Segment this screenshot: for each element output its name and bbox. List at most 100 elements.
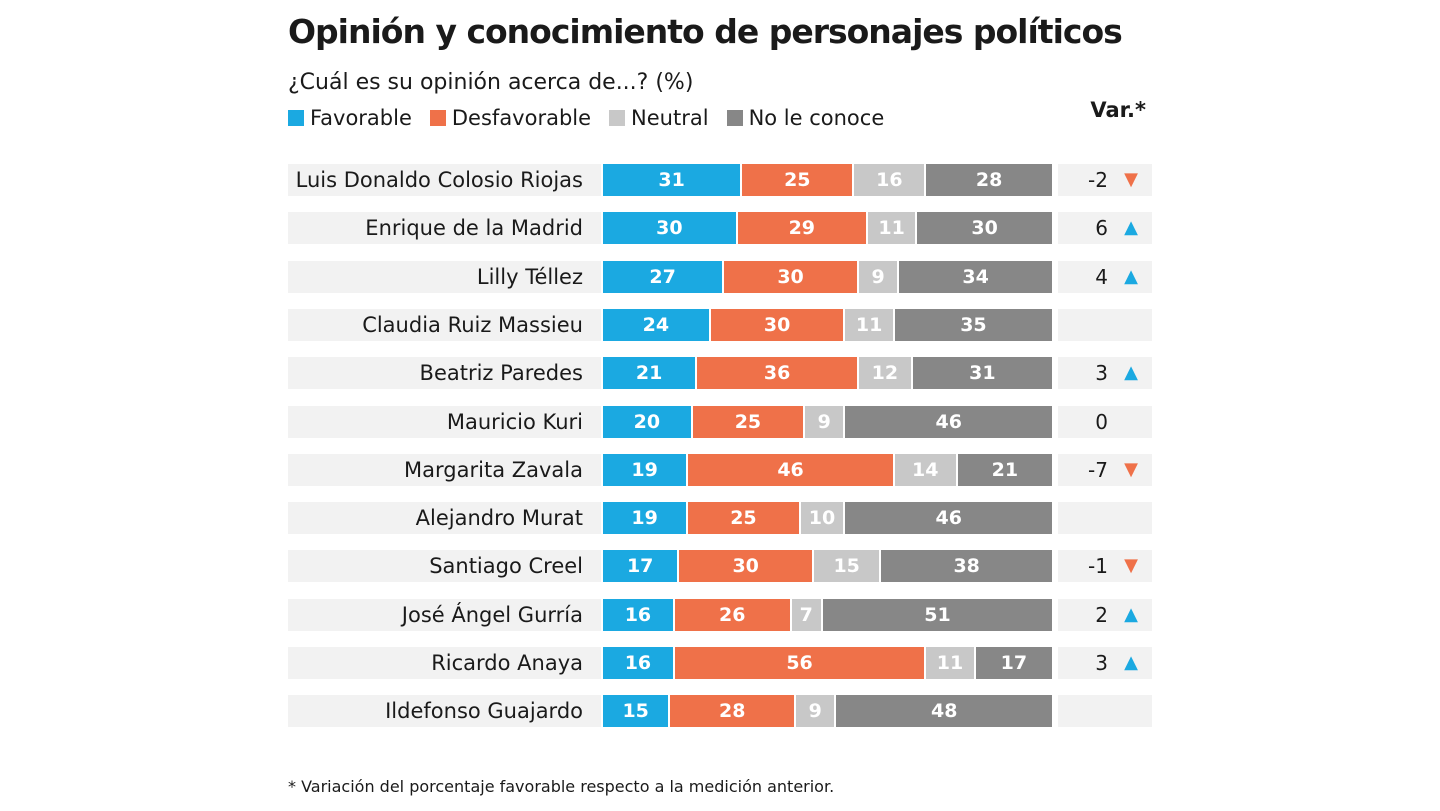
chart-row: José Ángel Gurría 16 26 7 51 2 ▲ [288,599,1152,631]
stacked-bar: 30 29 11 30 [603,212,1052,244]
chart-row: Alejandro Murat 19 25 10 46 [288,502,1152,534]
chart-row: Lilly Téllez 27 30 9 34 4 ▲ [288,261,1152,293]
variation-background [1058,502,1152,534]
bar-desfavorable: 56 [674,647,925,679]
row-background [288,212,601,244]
chart-row: Ricardo Anaya 16 56 11 17 3 ▲ [288,647,1152,679]
bar-desfavorable: 25 [692,406,804,438]
chart-row: Santiago Creel 17 30 15 38 -1 ▼ [288,550,1152,582]
variation-background [1058,695,1152,727]
bar-neutral: 11 [867,212,916,244]
row-background [288,599,601,631]
bar-no-le-conoce: 46 [845,502,1052,534]
category-label: Ildefonso Guajardo [385,699,583,723]
bar-favorable: 24 [603,309,709,341]
bar-favorable: 31 [603,164,741,196]
bar-neutral: 11 [845,309,893,341]
bar-no-le-conoce: 48 [836,695,1052,727]
stacked-bar: 19 25 10 46 [603,502,1052,534]
variation-background [1058,357,1152,389]
bar-neutral: 15 [814,550,880,582]
category-label: Alejandro Murat [415,506,583,530]
category-label: Santiago Creel [429,554,583,578]
bar-no-le-conoce: 30 [917,212,1052,244]
bar-favorable: 19 [603,454,687,486]
category-label: Mauricio Kuri [446,410,583,434]
stacked-bar: 16 26 7 51 [603,599,1052,631]
triangle-up-icon: ▲ [1124,604,1138,625]
row-background [288,309,601,341]
variation-value: 0 [1095,410,1108,434]
legend-item: Desfavorable [429,106,592,130]
triangle-down-icon: ▼ [1124,169,1138,190]
bar-no-le-conoce: 28 [926,164,1052,196]
variation-value: -7 [1088,458,1108,482]
bar-favorable: 21 [603,357,696,389]
chart-row: Margarita Zavala 19 46 14 21 -7 ▼ [288,454,1152,486]
category-label: Beatriz Paredes [419,361,583,385]
bar-favorable: 16 [603,647,673,679]
variation-background [1058,212,1152,244]
row-background [288,164,601,196]
bar-favorable: 27 [603,261,723,293]
legend-label: Neutral [631,106,709,130]
row-background [288,357,601,389]
bar-no-le-conoce: 35 [894,309,1052,341]
row-background [288,695,601,727]
category-label: Margarita Zavala [404,458,583,482]
stacked-bar: 19 46 14 21 [603,454,1052,486]
variation-value: 3 [1095,361,1108,385]
bar-no-le-conoce: 17 [975,647,1052,679]
bar-neutral: 11 [926,647,974,679]
stacked-bar: 20 25 9 46 [603,406,1052,438]
stacked-bar: 15 28 9 48 [603,695,1052,727]
bar-no-le-conoce: 31 [912,357,1052,389]
bar-neutral: 9 [805,406,844,438]
bar-no-le-conoce: 51 [823,599,1052,631]
category-label: Lilly Téllez [476,265,583,289]
variation-background [1058,550,1152,582]
bar-no-le-conoce: 46 [845,406,1052,438]
legend-label: Favorable [310,106,412,130]
legend-item: No le conoce [726,106,884,130]
bar-no-le-conoce: 21 [957,454,1052,486]
chart-row: Claudia Ruiz Massieu 24 30 11 35 [288,309,1152,341]
bar-neutral: 7 [791,599,821,631]
bar-favorable: 30 [603,212,736,244]
bar-neutral: 10 [800,502,844,534]
row-background [288,454,601,486]
triangle-up-icon: ▲ [1124,217,1138,238]
bar-desfavorable: 46 [688,454,893,486]
variation-value: -1 [1088,554,1108,578]
variation-value: 3 [1095,651,1108,675]
category-label: José Ángel Gurría [401,603,583,627]
variation-value: 6 [1095,216,1108,240]
variation-background [1058,599,1152,631]
bar-desfavorable: 26 [674,599,790,631]
variation-background [1058,647,1152,679]
category-label: Enrique de la Madrid [365,216,583,240]
row-background [288,647,601,679]
bar-favorable: 17 [603,550,678,582]
variation-background [1058,406,1152,438]
row-background [288,502,601,534]
chart-footnote: * Variación del porcentaje favorable res… [288,777,835,796]
bar-desfavorable: 30 [710,309,844,341]
bar-desfavorable: 36 [697,357,857,389]
legend-item: Favorable [288,106,412,130]
bar-favorable: 20 [603,406,691,438]
chart-title: Opinión y conocimiento de personajes pol… [288,12,1123,51]
triangle-up-icon: ▲ [1124,266,1138,287]
bar-no-le-conoce: 38 [881,550,1052,582]
bar-no-le-conoce: 34 [899,261,1052,293]
stacked-bar: 17 30 15 38 [603,550,1052,582]
legend-swatch [726,110,743,126]
bar-neutral: 16 [854,164,925,196]
stacked-bar: 16 56 11 17 [603,647,1052,679]
bar-neutral: 12 [858,357,911,389]
bar-desfavorable: 25 [688,502,799,534]
legend-label: Desfavorable [451,106,592,130]
row-background [288,261,601,293]
legend-swatch [429,110,446,126]
variation-background [1058,309,1152,341]
